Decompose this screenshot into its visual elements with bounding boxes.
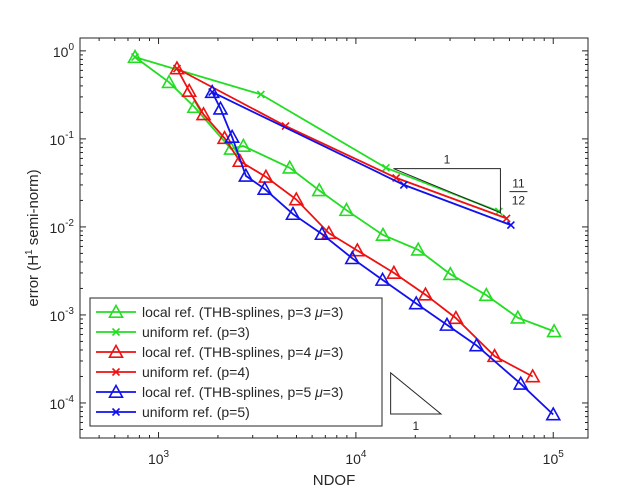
data-point [468, 337, 485, 352]
data-point [386, 264, 402, 279]
x-axis-label: NDOF [313, 472, 356, 489]
slope-rise-numerator: 11 [512, 177, 525, 191]
data-point [338, 202, 355, 217]
legend-marker [108, 343, 124, 359]
data-point [375, 226, 391, 241]
data-point [546, 323, 562, 338]
x-tick-label: 105 [543, 449, 565, 467]
data-point [281, 159, 298, 174]
data-point [524, 368, 541, 383]
series-line [176, 68, 534, 378]
data-point [344, 250, 361, 265]
series-4 [172, 64, 511, 223]
legend-label: uniform ref. (p=3) [142, 324, 250, 340]
legend-entry-2: uniform ref. (p=3) [96, 324, 250, 340]
data-point [172, 64, 182, 73]
x-tick-label: 104 [345, 449, 367, 467]
legend-label: uniform ref. (p=4) [142, 364, 250, 380]
data-point [448, 309, 464, 325]
data-point [231, 152, 248, 168]
y-tick-label: 10-1 [50, 130, 75, 148]
data-point [181, 82, 198, 97]
data-point [238, 167, 254, 182]
legend-marker [108, 303, 124, 319]
data-point [258, 168, 274, 183]
legend: local ref. (THB-splines, p=3 μ=3) uniform… [89, 297, 383, 427]
y-tick-label: 100 [53, 42, 75, 60]
data-point [442, 266, 459, 281]
legend-label: uniform ref. (p=5) [142, 404, 250, 420]
y-axis-label-part-3: semi-norm) [25, 169, 42, 249]
y-axis-label-superscript: 1 [24, 249, 35, 255]
data-point [256, 90, 265, 99]
series-3 [169, 60, 541, 383]
data-point [506, 220, 515, 230]
data-point [204, 83, 221, 99]
data-point [374, 271, 391, 286]
data-point [208, 88, 217, 97]
data-point [314, 225, 330, 241]
data-point [288, 191, 305, 206]
series-line [211, 91, 554, 416]
data-point [399, 180, 408, 189]
data-point [439, 316, 455, 331]
data-point [195, 106, 212, 121]
data-point [381, 163, 391, 172]
slope-triangle-shape [393, 168, 501, 214]
data-point [235, 137, 252, 153]
y-tick-label: 10-3 [50, 306, 75, 324]
data-point [545, 406, 562, 421]
slope-run-label: 1 [412, 419, 419, 433]
legend-entry-4: uniform ref. (p=4) [96, 364, 250, 380]
y-axis-label-part-1: error (H [25, 255, 42, 307]
slope-rise-denominator: 12 [512, 194, 526, 208]
data-point [169, 60, 185, 75]
legend-entry-1: local ref. (THB-splines, p=3 μ=3) [96, 303, 343, 320]
data-point [408, 295, 425, 310]
legend-marker [111, 327, 121, 337]
legend-entry-6: uniform ref. (p=5) [96, 404, 250, 420]
legend-marker [111, 367, 121, 377]
slope-run-label: 1 [444, 153, 451, 167]
data-point [161, 74, 177, 89]
y-tick-label: 10-2 [50, 218, 75, 236]
series-6 [208, 88, 515, 230]
legend-label: local ref. (THB-splines, p=3 μ=3) [142, 304, 343, 320]
plot-frame [79, 37, 589, 439]
legend-label: local ref. (THB-splines, p=4 μ=3) [142, 344, 343, 360]
tick-labels: 103 104 105 100 10-1 10-2 10-3 10-4 [50, 42, 565, 467]
data-point [130, 53, 140, 62]
data-point [478, 286, 495, 302]
legend-entry-3: local ref. (THB-splines, p=4 μ=3) [96, 343, 343, 360]
data-point [224, 128, 240, 144]
legend-marker [108, 383, 124, 399]
data-point [127, 48, 143, 64]
data-point [256, 180, 273, 195]
series-line [134, 56, 500, 213]
y-axis-label: error (H1 semi-norm) [24, 169, 42, 306]
data-point [410, 241, 427, 256]
slope-triangle-shape [390, 371, 443, 415]
series-layer [127, 48, 562, 421]
series-5 [204, 83, 562, 421]
data-point [212, 100, 229, 115]
x-tick-label: 103 [148, 449, 170, 467]
legend-marker [111, 407, 121, 417]
y-tick-label: 10-4 [50, 394, 75, 412]
data-point [349, 242, 366, 257]
data-point [502, 214, 511, 223]
data-point [223, 140, 239, 155]
series-line [176, 67, 507, 220]
legend-label: local ref. (THB-splines, p=5 μ=3) [142, 384, 343, 400]
data-point [311, 182, 328, 197]
legend-box [89, 297, 383, 427]
data-point [509, 309, 526, 324]
legend-entry-5: local ref. (THB-splines, p=5 μ=3) [96, 383, 343, 400]
data-point [417, 286, 434, 301]
data-point [512, 375, 529, 390]
data-point [285, 205, 301, 221]
